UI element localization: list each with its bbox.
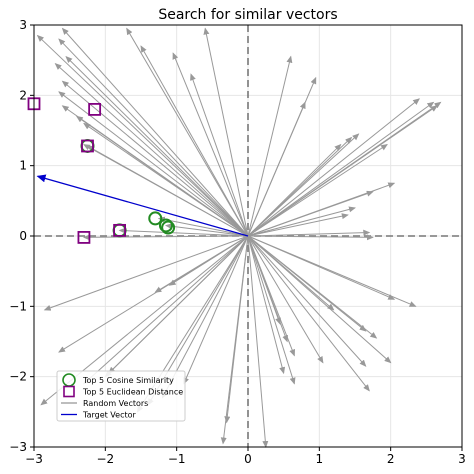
random-vector-arrow [203, 27, 249, 237]
y-tick-label: 2 [19, 88, 27, 102]
cosine-match-circle [158, 218, 173, 233]
legend-box [56, 370, 186, 422]
random-vector-arrow [65, 55, 249, 237]
random-vector-arrow [61, 80, 249, 237]
random-vector-arrow [247, 235, 324, 364]
random-vector-arrow [247, 213, 349, 237]
random-vector-arrow [247, 101, 306, 237]
x-tick-label: −3 [25, 452, 43, 466]
x-tick-label: −1 [168, 452, 186, 466]
random-vector-arrow [172, 52, 249, 237]
random-vector-arrow [140, 45, 249, 237]
random-vector-arrow [247, 235, 392, 364]
ticks: −3 −2 −1 0 1 2 3 −3 −2 −1 0 1 2 3 [9, 18, 466, 466]
random-vector-arrow [247, 143, 342, 237]
highlight-markers [27, 97, 176, 244]
random-vector-arrow [247, 234, 374, 241]
euclidean-match-square [81, 139, 94, 153]
random-vector-arrow [247, 235, 378, 339]
x-tick-label: −2 [96, 452, 114, 466]
chart-title: Search for similar vectors [158, 7, 337, 23]
legend-label: Top 5 Cosine Similarity [82, 376, 174, 385]
random-vector-arrow [247, 235, 417, 307]
target-vector-arrow [36, 174, 249, 237]
random-vector-arrow [82, 234, 249, 241]
y-tick-label: −1 [9, 299, 27, 313]
random-vector-arrow [58, 235, 249, 353]
random-vector-arrow [247, 235, 296, 385]
random-vector-arrow [247, 98, 420, 237]
legend-label: Top 5 Euclidean Distance [82, 388, 183, 397]
x-tick-label: 3 [458, 452, 466, 466]
legend: Top 5 Cosine Similarity Top 5 Euclidean D… [56, 370, 186, 422]
legend-label: Random Vectors [83, 399, 148, 408]
random-vector-arrow [247, 235, 288, 343]
random-vector-arrow [247, 235, 370, 392]
random-vector-arrow [83, 235, 249, 385]
random-vector-arrow [247, 235, 269, 448]
y-tick-label: 1 [19, 159, 27, 173]
random-vector-arrow [36, 34, 249, 237]
y-tick-label: −3 [9, 440, 27, 454]
cosine-match-circle [148, 211, 163, 226]
random-vector-arrow [108, 235, 249, 374]
random-vector-arrow [224, 235, 249, 424]
target-vector [36, 174, 249, 237]
random-vector-arrow [247, 190, 374, 237]
random-vector-arrow [247, 235, 286, 375]
random-vector-arrow [61, 27, 249, 237]
random-vector-arrow [247, 144, 388, 237]
random-vector-arrow [118, 227, 249, 237]
random-vector-arrow [126, 27, 249, 237]
cosine-match-circle [161, 220, 176, 235]
euclidean-match-square [77, 231, 91, 244]
random-vectors [36, 27, 442, 448]
random-vector-arrow [43, 235, 249, 311]
random-vector-arrow [183, 235, 249, 385]
x-tick-label: 0 [244, 452, 252, 466]
y-tick-label: 3 [19, 18, 27, 32]
random-vector-arrow [247, 105, 438, 237]
legend-label: Target Vector [82, 411, 136, 420]
random-vector-arrow [164, 223, 249, 237]
y-tick-label: −2 [9, 370, 27, 384]
random-vector-arrow [54, 63, 249, 237]
random-vector-arrow [83, 122, 249, 237]
random-vector-arrow [247, 206, 356, 237]
legend-euclidean-symbol [63, 385, 75, 398]
euclidean-match-square [88, 103, 102, 116]
random-vector-arrow [247, 229, 371, 237]
random-vector-arrow [58, 91, 249, 237]
random-vector-arrow [58, 38, 249, 237]
random-vector-arrow [190, 73, 249, 237]
x-tick-label: 1 [316, 452, 324, 466]
x-tick-label: 2 [387, 452, 395, 466]
random-vector-arrow [157, 216, 249, 237]
y-tick-label: 0 [19, 229, 27, 243]
euclidean-match-square [113, 223, 126, 237]
random-vector-arrow [247, 101, 435, 237]
random-vector-arrow [83, 144, 249, 237]
random-vector-arrow [247, 55, 293, 237]
random-vector-arrow [247, 235, 367, 367]
